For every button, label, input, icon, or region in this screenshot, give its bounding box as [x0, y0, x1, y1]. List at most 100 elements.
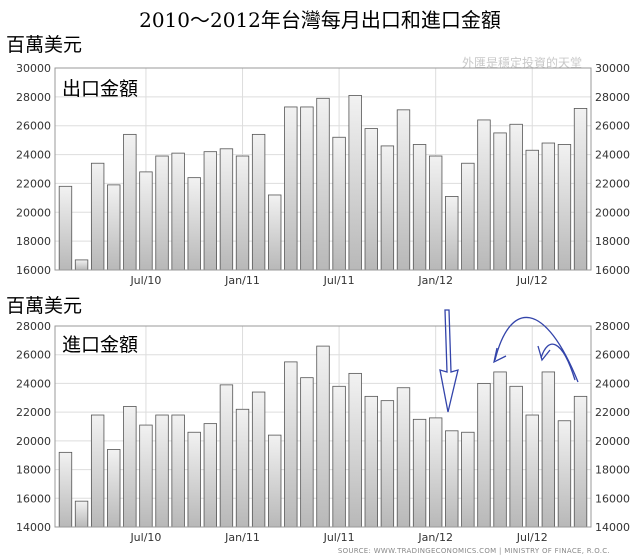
import-y-tick-label-left: 18000 [16, 464, 51, 477]
import-bar [107, 449, 121, 528]
export-chart-panel: 16000 16000 18000 18000 20000 20000 22000 22000… [16, 62, 630, 287]
import-bar [348, 372, 362, 528]
import-y-tick-label-right: 24000 [595, 377, 630, 390]
import-x-tick-label: Jul/11 [323, 531, 355, 544]
import-bar [445, 430, 459, 528]
export-bar [348, 95, 362, 271]
export-bar [364, 128, 378, 271]
import-bar [74, 500, 89, 528]
export-bar [155, 155, 169, 271]
export-plot-outline [54, 67, 592, 271]
import-unit-label: 百萬美元 [6, 295, 83, 317]
import-bar [332, 385, 346, 528]
import-y-tick-label-right: 20000 [595, 435, 630, 448]
import-bar [557, 420, 572, 528]
import-bar [412, 418, 427, 528]
export-bar [428, 155, 443, 271]
export-bar [107, 184, 121, 271]
import-bar [203, 423, 218, 528]
import-bar [493, 371, 507, 528]
export-bar [525, 149, 539, 271]
import-plot-outline [54, 325, 592, 528]
export-bar [477, 119, 491, 271]
import-y-tick-label-right: 26000 [595, 349, 630, 362]
import-chart-panel: 14000 14000 16000 16000 18000 18000 20000 20000… [16, 320, 630, 544]
export-y-tick-label-right: 18000 [595, 235, 630, 248]
export-bar [509, 123, 523, 271]
export-bar [171, 152, 185, 271]
import-y-tick-label-right: 22000 [595, 406, 630, 419]
export-bar [300, 106, 314, 271]
import-x-tick-label: Jul/10 [129, 531, 161, 544]
export-bar [74, 259, 89, 271]
export-x-tick-label: Jul/11 [323, 274, 355, 287]
import-bar [380, 400, 395, 528]
export-bar [380, 145, 395, 271]
import-bar [509, 385, 523, 528]
import-bar [187, 431, 201, 528]
export-y-tick-label-left: 28000 [16, 91, 51, 104]
export-bar [251, 133, 266, 271]
import-bar [90, 414, 105, 528]
import-x-tick-label: Jan/11 [224, 531, 260, 544]
import-bar [396, 387, 411, 528]
export-bar [139, 171, 153, 271]
export-bar [332, 136, 346, 271]
small-arrow-head [537, 345, 551, 362]
export-bar [268, 194, 282, 271]
export-y-tick-label-left: 22000 [16, 177, 51, 190]
import-bar [219, 384, 234, 528]
export-x-tick-label: Jul/10 [129, 274, 161, 287]
import-bar [364, 395, 378, 528]
export-y-tick-label-right: 24000 [595, 149, 630, 162]
export-unit-label: 百萬美元 [6, 34, 83, 56]
export-bar [316, 97, 330, 271]
import-bar [525, 414, 539, 528]
watermark-text: 外匯是穩定投資的天堂 [461, 56, 582, 70]
import-y-tick-label-right: 18000 [595, 464, 630, 477]
import-y-tick-label-left: 26000 [16, 349, 51, 362]
export-bar [412, 144, 427, 271]
import-y-tick-label-left: 14000 [16, 521, 51, 534]
export-bar [235, 155, 250, 271]
export-y-tick-label-right: 20000 [595, 206, 630, 219]
export-y-tick-label-left: 20000 [16, 206, 51, 219]
import-bar [284, 361, 298, 528]
curved-arrow-head [493, 347, 507, 364]
export-bar [493, 132, 507, 271]
import-bar [428, 417, 443, 528]
import-y-tick-label-right: 16000 [595, 492, 630, 505]
import-series-label: 進口金額 [62, 334, 139, 356]
export-bar [123, 133, 137, 271]
import-bar [300, 377, 314, 528]
annotation-arrows [439, 309, 579, 413]
import-bar [139, 424, 153, 528]
import-bar [235, 408, 250, 528]
export-bar [541, 142, 556, 271]
export-y-tick-label-left: 18000 [16, 235, 51, 248]
source-credit: SOURCE: WWW.TRADINGECONOMICS.COM | MINIS… [337, 547, 610, 555]
export-bar [557, 144, 572, 271]
import-bar [316, 345, 330, 528]
chart-title: 2010～2012年台灣每月出口和進口金額 [139, 8, 501, 32]
import-bar [268, 434, 282, 528]
export-bar [461, 162, 475, 271]
import-bar [123, 405, 137, 528]
export-x-tick-label: Jan/12 [417, 274, 453, 287]
export-x-tick-label: Jan/11 [224, 274, 260, 287]
export-y-tick-label-right: 28000 [595, 91, 630, 104]
import-bar [461, 431, 475, 528]
import-y-tick-label-left: 28000 [16, 320, 51, 333]
export-y-tick-label-left: 30000 [16, 62, 51, 75]
export-bar [90, 162, 105, 271]
import-bar [477, 383, 491, 528]
export-y-tick-label-right: 22000 [595, 177, 630, 190]
import-bar [251, 391, 266, 528]
export-series-label: 出口金額 [62, 78, 139, 100]
export-y-tick-label-right: 30000 [595, 62, 630, 75]
import-x-tick-label: Jan/12 [417, 531, 453, 544]
export-bar [445, 196, 459, 271]
import-bar [171, 414, 185, 528]
small-curved-arrow [540, 343, 576, 381]
